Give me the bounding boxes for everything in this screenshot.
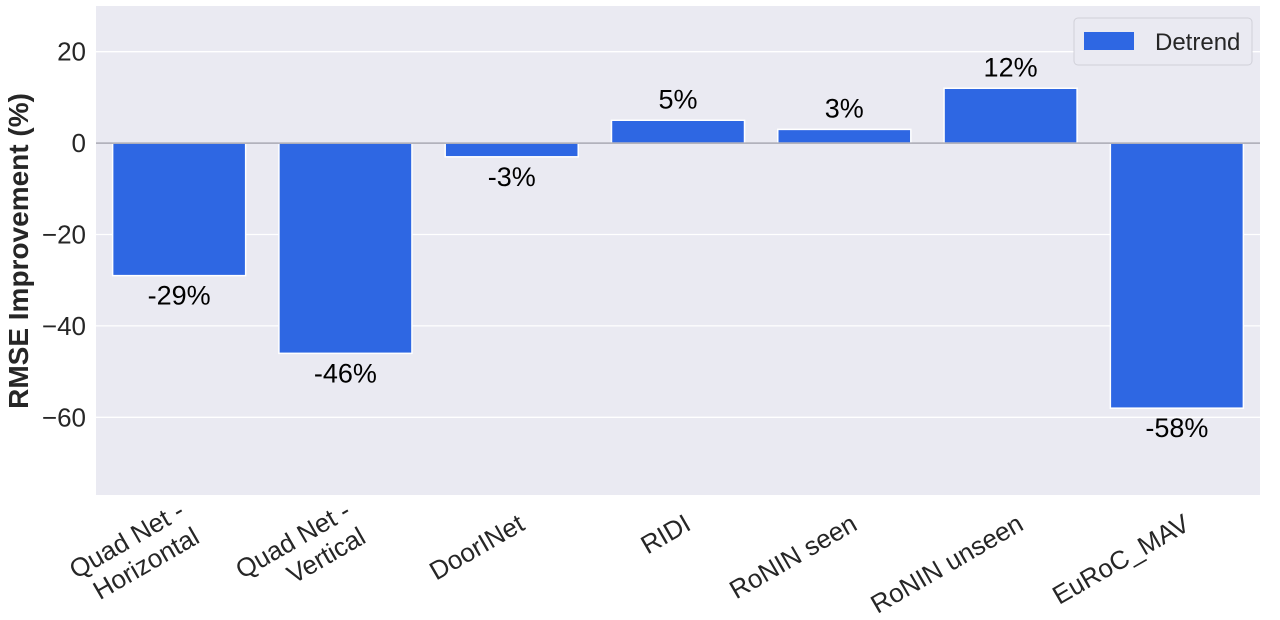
x-tick-label: RoNIN seen	[724, 508, 862, 605]
bar-value-label: 12%	[984, 52, 1038, 82]
legend-box	[1073, 17, 1253, 66]
legend: Detrend	[1073, 17, 1253, 66]
legend-swatch	[1084, 32, 1134, 50]
bar-value-label: 5%	[658, 84, 697, 114]
x-tick-label: RIDI	[635, 508, 695, 560]
y-tick-label: −40	[42, 311, 86, 341]
y-tick-label: −60	[42, 402, 86, 432]
legend-label: Detrend	[1155, 29, 1240, 56]
bar	[444, 142, 579, 158]
bar-labels: -29% -46% -3% 5% 3% 12% -58%	[148, 52, 1209, 443]
bar	[777, 128, 912, 144]
y-tick-label: 20	[57, 37, 86, 67]
x-tick-label: DoorINet	[424, 508, 530, 586]
bar-value-label: 3%	[825, 93, 864, 123]
bar	[610, 119, 746, 144]
x-axis-ticks: Quad Net -Horizontal Quad Net -Vertical Do…	[64, 495, 1195, 619]
bar	[278, 142, 413, 355]
plot-background	[96, 6, 1260, 495]
x-tick-label: Quad Net -Vertical	[230, 495, 370, 611]
x-tick-label: Quad Net -Horizontal	[64, 495, 204, 611]
bar-value-label: -58%	[1145, 413, 1208, 443]
bar	[111, 142, 247, 277]
y-tick-label: −20	[42, 220, 86, 250]
y-axis-label: RMSE Improvement (%)	[3, 93, 34, 409]
y-tick-label: 0	[72, 128, 86, 158]
bars	[111, 87, 1245, 409]
bar-value-label: -46%	[314, 358, 377, 388]
bar-value-label: -3%	[488, 162, 536, 192]
x-tick-label: RoNIN unseen	[865, 508, 1028, 619]
bar-value-label: -29%	[148, 281, 211, 311]
x-tick-label: EuRoC_MAV	[1047, 508, 1195, 611]
bar	[1109, 142, 1245, 409]
y-axis-ticks: 20 0 −20 −40 −60	[42, 37, 86, 433]
bar	[943, 87, 1078, 144]
